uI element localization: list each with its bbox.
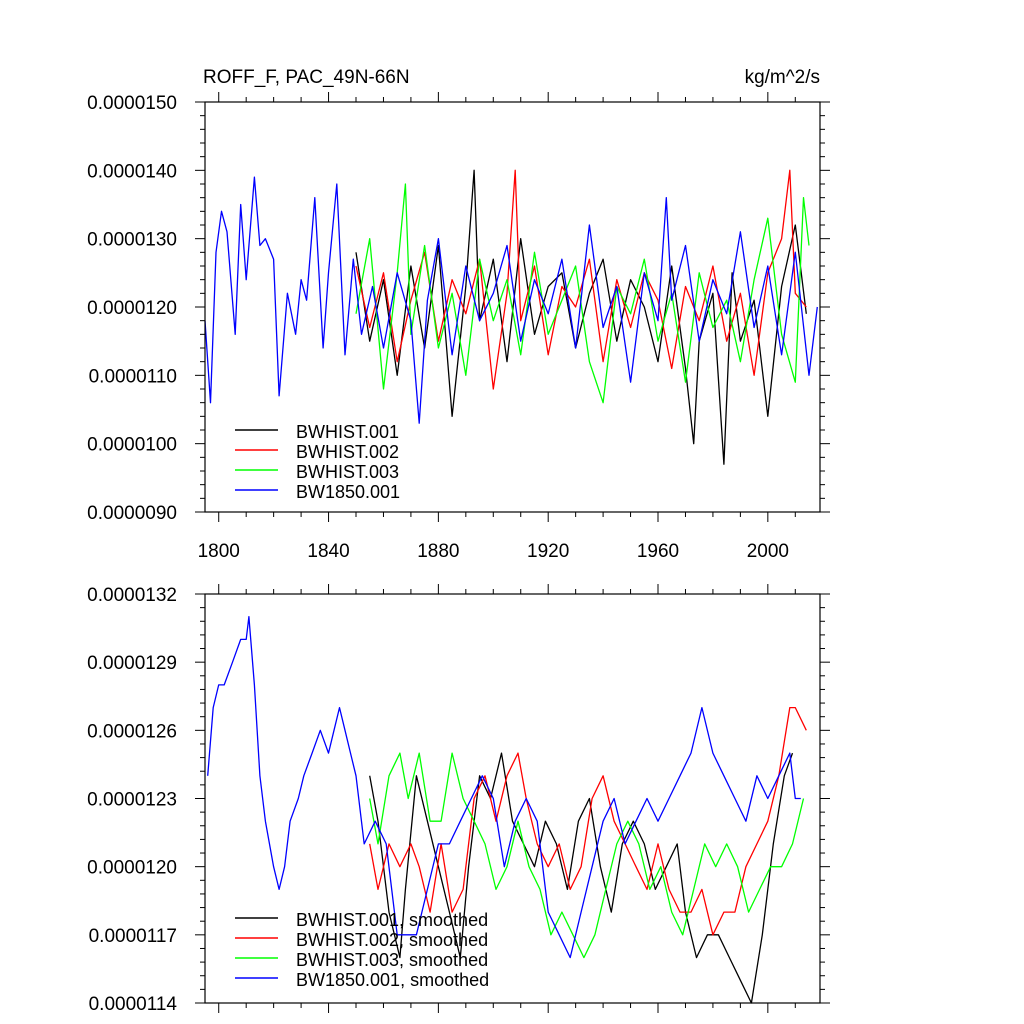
series-line-bw1850-001 [204,176,818,424]
y-tick-label: 0.0000129 [87,653,177,674]
legend-label: BWHIST.002 [296,442,399,462]
y-tick-label: 0.0000120 [87,858,177,879]
x-tick-label: 1880 [417,541,459,562]
legend-label: BWHIST.002, smoothed [296,930,488,950]
chart-title: ROFF_F, PAC_49N-66N [203,67,410,88]
y-tick-label: 0.0000130 [87,230,177,251]
x-tick-label: 2000 [747,541,789,562]
bottom-panel: 0.0000114 0.0000117 0.0000120 0.0000123 0.00… [87,584,830,1015]
y-tick-label: 0.0000126 [87,721,177,742]
legend-label: BW1850.001 [296,482,400,502]
y-tick-label: 0.0000123 [87,790,177,811]
legend-label: BWHIST.003 [296,462,399,482]
series-line-bwhist-001-smoothed [369,752,794,1004]
x-tick-label: 1800 [198,541,240,562]
legend-label: BWHIST.003, smoothed [296,950,488,970]
series-line-bwhist-002-smoothed [369,706,807,936]
y-tick-label: 0.0000090 [87,503,177,524]
y-tick-label: 0.0000140 [87,161,177,182]
units-label: kg/m^2/s [745,67,820,88]
legend-label: BWHIST.001, smoothed [296,910,488,930]
series-line-bwhist-001 [355,169,807,465]
y-tick-label: 0.0000100 [87,435,177,456]
y-tick-label: 0.0000114 [89,994,178,1015]
y-tick-label: 0.0000132 [87,585,177,606]
x-tick-label: 1840 [307,541,349,562]
y-tick-label: 0.0000117 [89,926,177,947]
x-tick-label: 1960 [637,541,679,562]
y-tick-label: 0.0000150 [87,93,177,114]
series-line-bw1850-001-smoothed [207,616,801,959]
x-tick-label: 1920 [527,541,569,562]
series-line-bwhist-003 [355,183,810,404]
y-tick-label: 0.0000110 [89,366,177,387]
legend-label: BWHIST.001 [296,422,399,442]
y-tick-label: 0.0000120 [87,298,177,319]
top-panel: 1800 1840 1880 1920 1960 2000 0.0000090 0.00001… [87,67,830,562]
legend-label: BW1850.001, smoothed [296,970,489,990]
series-line-bwhist-003-smoothed [369,752,805,959]
